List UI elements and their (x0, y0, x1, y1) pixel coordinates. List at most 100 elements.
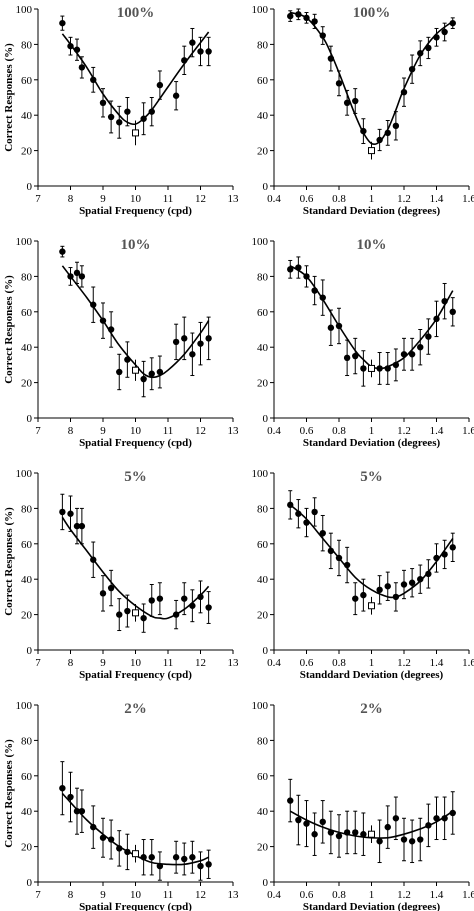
data-point (67, 510, 74, 517)
standard-point (368, 364, 375, 372)
x-tick-label: 7 (35, 425, 41, 437)
data-point (327, 324, 335, 331)
data-point (140, 614, 147, 622)
y-axis-label: Correct Responses (%) (3, 43, 15, 152)
y-tick-label: 20 (257, 842, 269, 854)
data-point (311, 287, 318, 294)
y-tick-label: 20 (257, 146, 269, 158)
data-point (303, 273, 310, 280)
panel-title: 100% (117, 5, 155, 21)
data-point (433, 815, 440, 822)
x-tick-label: 1.4 (430, 425, 444, 437)
data-point (67, 273, 74, 280)
chart-panel-5: 0 20 40 60 80 100 7 8 9 10 11 12 13 Spatial Frequency… (3, 468, 239, 681)
data-point (425, 333, 432, 340)
data-point (116, 845, 123, 852)
data-point (352, 97, 359, 105)
x-tick-label: 1.4 (430, 657, 444, 669)
data-point (360, 831, 367, 838)
x-tick-label: 7 (35, 889, 41, 901)
chart-panel-1: 0 20 40 60 80 100 7 8 9 10 11 12 13 Spatial Frequency… (3, 4, 239, 217)
x-tick-label: 11 (163, 193, 174, 205)
y-tick-label: 0 (263, 877, 269, 889)
x-axis-label: Spatial Frequency (cpd) (79, 205, 192, 217)
data-point (181, 335, 188, 342)
data-point (67, 793, 74, 801)
data-point (425, 44, 432, 52)
y-tick-label: 0 (27, 645, 33, 657)
y-tick-label: 0 (263, 645, 269, 657)
chart-panel-8: 0 20 40 60 80 100 0.4 0.6 0.8 1 1.2 1.4 1.6 Standard … (252, 700, 474, 911)
y-tick-label: 60 (21, 75, 33, 87)
panel-title: 5% (360, 469, 383, 485)
panel-title: 2% (124, 701, 147, 717)
data-point (107, 326, 115, 333)
data-point (189, 854, 196, 861)
x-tick-label: 13 (228, 657, 240, 669)
data-point (78, 808, 86, 815)
data-point (59, 784, 66, 792)
data-point (392, 593, 400, 601)
y-tick-label: 80 (257, 271, 269, 283)
y-tick-label: 0 (27, 181, 33, 193)
x-axis-label: Standard Deviation (degrees) (303, 205, 441, 217)
x-tick-label: 8 (68, 193, 74, 205)
data-point (352, 352, 359, 360)
standard-point (132, 609, 139, 617)
x-tick-label: 13 (228, 193, 240, 205)
data-point (124, 356, 131, 363)
x-tick-label: 8 (68, 425, 74, 437)
data-point (287, 797, 294, 804)
data-point (148, 597, 155, 604)
data-point (425, 822, 432, 829)
data-point (148, 370, 155, 377)
y-tick-label: 80 (21, 735, 33, 747)
x-tick-label: 9 (100, 889, 106, 901)
x-tick-label: 11 (163, 657, 174, 669)
data-point (148, 854, 155, 861)
chart-panel-4: 0 20 40 60 80 100 0.4 0.6 0.8 1 1.2 1.4 1.6 Standard … (252, 236, 474, 449)
y-axis-label: Correct Responses (%) (3, 507, 15, 616)
data-point (59, 508, 66, 516)
x-tick-label: 0.6 (300, 425, 314, 437)
y-tick-label: 60 (21, 307, 33, 319)
data-point (107, 836, 115, 843)
x-tick-label: 10 (130, 889, 142, 901)
x-tick-label: 13 (228, 889, 240, 901)
data-point (376, 838, 383, 845)
y-tick-label: 40 (257, 806, 269, 818)
x-tick-label: 12 (195, 889, 206, 901)
x-tick-label: 1.2 (397, 425, 411, 437)
x-tick-label: 1.6 (462, 889, 474, 901)
y-tick-label: 20 (21, 378, 33, 390)
data-point (99, 317, 107, 324)
data-point (352, 595, 359, 602)
data-point (376, 136, 383, 144)
x-tick-label: 1.6 (462, 657, 474, 669)
data-point (107, 584, 115, 592)
y-tick-label: 100 (252, 236, 269, 248)
x-tick-label: 0.8 (332, 425, 346, 437)
x-tick-label: 10 (130, 193, 142, 205)
data-point (343, 561, 351, 569)
chart-panel-7: 0 20 40 60 80 100 7 8 9 10 11 12 13 Spatial Frequency… (3, 700, 239, 911)
data-point (78, 64, 86, 71)
data-point (197, 48, 204, 55)
x-tick-label: 1 (369, 425, 375, 437)
data-point (107, 113, 115, 121)
y-tick-label: 80 (21, 271, 33, 283)
x-tick-label: 12 (195, 657, 206, 669)
y-tick-label: 100 (252, 468, 269, 480)
data-point (67, 42, 74, 50)
y-tick-label: 60 (257, 75, 269, 87)
data-point (172, 854, 180, 861)
x-axis-label: Spatial Frequency (cpd) (79, 437, 192, 449)
y-tick-label: 20 (21, 610, 33, 622)
data-point (449, 544, 456, 551)
data-point (376, 586, 383, 594)
x-tick-label: 0.8 (332, 193, 346, 205)
x-tick-label: 12 (195, 425, 206, 437)
data-point (311, 508, 318, 516)
y-tick-label: 60 (257, 539, 269, 551)
